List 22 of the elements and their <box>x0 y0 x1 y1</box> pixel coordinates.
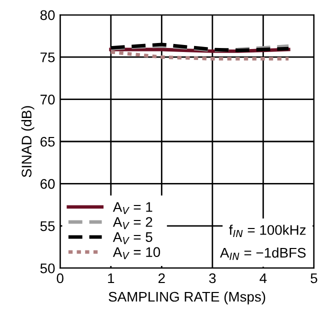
annotation: A$_{IN}$ = −1dBFS <box>220 247 306 260</box>
y-axis-title: SINAD (dB) <box>21 106 34 178</box>
x-axis-title: SAMPLING RATE (Msps) <box>108 291 266 304</box>
legend-label: A$_{V}$ = 1 <box>112 202 152 214</box>
x-tick-label: 1 <box>108 273 114 284</box>
y-tick-label: 70 <box>40 94 55 104</box>
y-tick-label: 50 <box>40 263 55 274</box>
legend-label: A$_{V}$ = 10 <box>112 247 160 260</box>
y-tick-label: 80 <box>40 10 55 20</box>
y-tick-label: 75 <box>40 52 55 62</box>
x-tick-label: 2 <box>158 273 165 284</box>
x-tick-label: 5 <box>310 273 318 284</box>
x-tick-label: 3 <box>209 273 216 284</box>
annotation: f$_{IN}$ = 100kHz <box>229 224 306 238</box>
line-series <box>109 50 290 61</box>
y-tick-label: 65 <box>40 136 55 147</box>
legend-label: A$_{V}$ = 5 <box>112 232 152 244</box>
y-tick-label: 60 <box>40 179 55 189</box>
x-tick-label: 4 <box>260 273 267 284</box>
legend-label: A$_{V}$ = 2 <box>112 217 152 230</box>
x-tick-label: 0 <box>56 273 64 284</box>
y-tick-label: 55 <box>40 221 55 232</box>
